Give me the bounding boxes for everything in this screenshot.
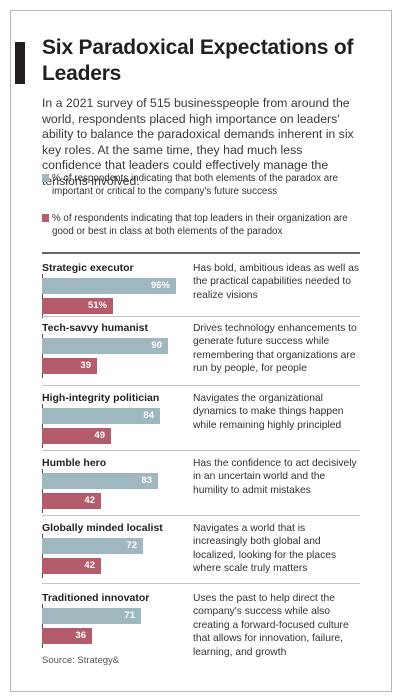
bar-value-label: 84 [143,410,154,421]
category-description: Has bold, ambitious ideas as well as the… [193,263,359,301]
capability-bar: 42 [42,493,101,509]
row-divider [42,583,360,584]
category-description: Has the confidence to act decisively in … [193,458,357,496]
chart-row-humble-hero: Humble hero 83 42 Has the confidence to act… [42,457,362,527]
category-label: Tech-savvy humanist [42,322,149,334]
category-description: Navigates a world that is increasingly b… [193,523,337,575]
bar-baseline [42,534,43,578]
bar-baseline [42,604,43,648]
capability-bar: 49 [42,428,111,444]
capability-bar: 51% [42,298,113,314]
bar-baseline [42,334,43,378]
category-label: High-integrity politician [42,392,160,404]
chart-row-traditioned-innovator: Traditioned innovator 71 36 Uses the past t… [42,592,362,662]
importance-bar: 72 [42,538,143,554]
capability-bar: 42 [42,558,101,574]
row-divider [42,450,360,451]
category-label: Humble hero [42,457,107,469]
importance-bar: 84 [42,408,160,424]
bar-value-label: 36 [75,630,86,641]
legend-swatch-importance [42,174,49,182]
chart-row-globally-minded-localist: Globally minded localist 72 42 Navigates a … [42,522,362,592]
legend-swatch-capability [42,214,49,222]
importance-bar: 71 [42,608,141,624]
chart-row-tech-savvy-humanist: Tech-savvy humanist 90 39 Drives technology… [42,322,362,392]
legend-label-capability: % of respondents indicating that top lea… [52,213,348,237]
legend-label-importance: % of respondents indicating that both el… [52,173,338,197]
bar-value-label: 90 [151,340,162,351]
bar-value-label: 71 [124,610,135,621]
header-divider [42,252,360,254]
importance-bar: 83 [42,473,158,489]
bar-baseline [42,404,43,448]
bar-value-label: 72 [126,540,137,551]
capability-bar: 36 [42,628,92,644]
bar-value-label: 42 [84,560,95,571]
page-title: Six Paradoxical Expectations of Leaders [42,36,354,85]
bar-value-label: 51% [87,300,107,311]
row-divider [42,515,360,516]
row-divider [42,316,360,317]
category-label: Globally minded localist [42,522,163,534]
bar-value-label: 42 [84,495,95,506]
bar-value-label: 83 [141,475,152,486]
chart-row-strategic-executor: Strategic executor 96% 51% Has bold, ambiti… [42,262,362,332]
source-note: Source: Strategy& [42,655,120,666]
bar-baseline [42,469,43,513]
bar-value-label: 39 [80,360,91,371]
bar-value-label: 96% [150,280,170,291]
row-divider [42,385,360,386]
title-accent-bar [15,42,25,84]
category-description: Uses the past to help direct the company… [193,593,349,658]
importance-bar: 96% [42,278,176,294]
category-description: Drives technology enhancements to genera… [193,323,357,375]
category-label: Strategic executor [42,262,134,274]
intro-text: In a 2021 survey of 515 businesspeople f… [42,96,354,188]
importance-bar: 90 [42,338,168,354]
chart-row-high-integrity-politician: High-integrity politician 84 49 Navigates t… [42,392,362,462]
category-label: Traditioned innovator [42,592,150,604]
category-description: Navigates the organizational dynamics to… [193,393,344,431]
bar-value-label: 49 [94,430,105,441]
bar-baseline [42,274,43,318]
capability-bar: 39 [42,358,97,374]
